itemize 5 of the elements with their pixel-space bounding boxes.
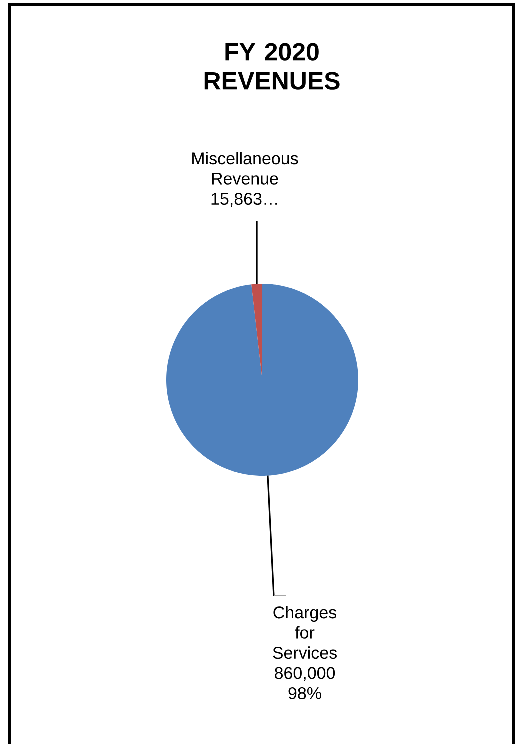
- chart-title: FY 2020 REVENUES: [204, 43, 340, 90]
- slice-label: Miscellaneous Revenue: [192, 152, 298, 185]
- slice-label: Charges for Services: [273, 606, 337, 660]
- data-label: 15,863…: [212, 193, 278, 208]
- data-label: 860,000 98%: [275, 667, 336, 700]
